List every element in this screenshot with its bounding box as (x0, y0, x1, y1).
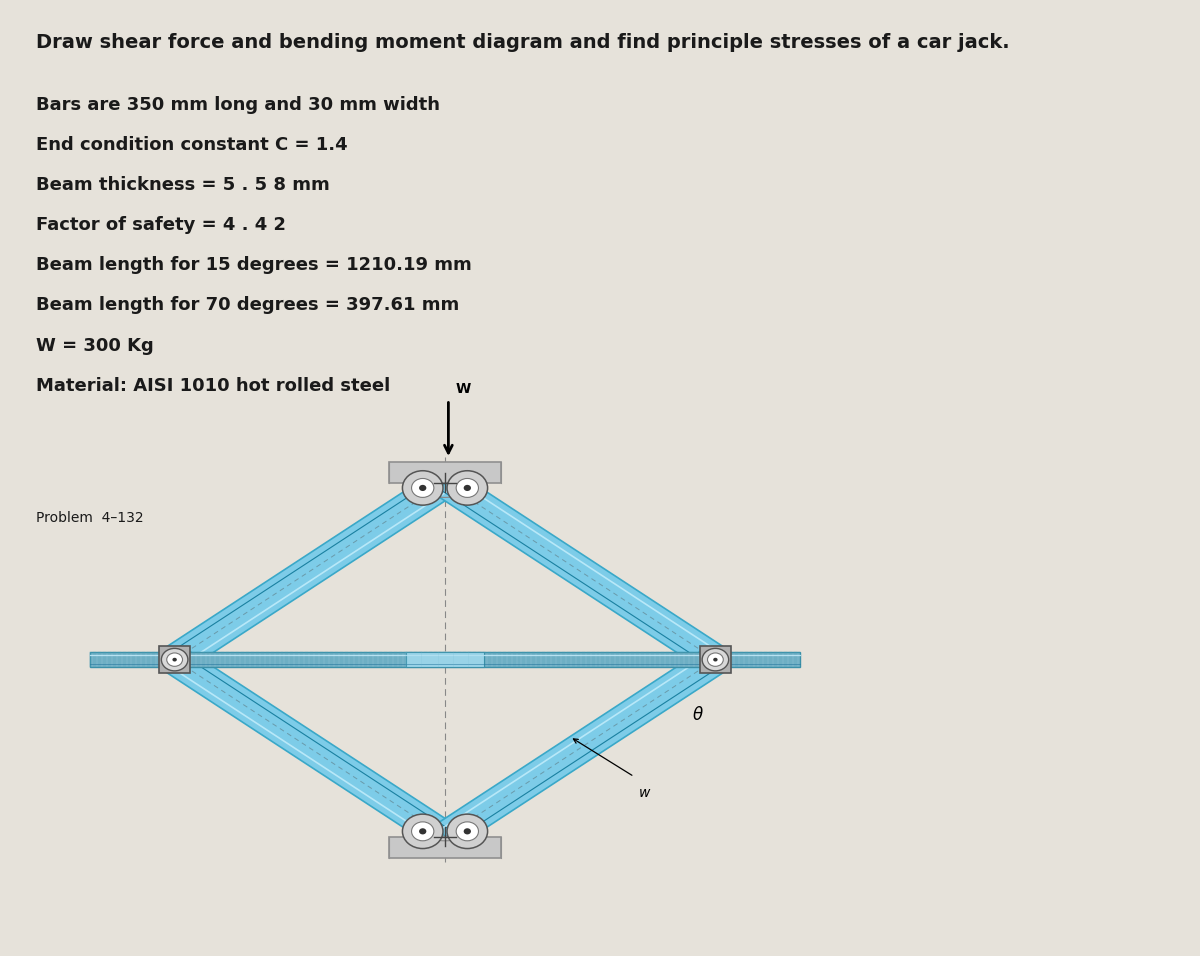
Text: Draw shear force and bending moment diagram and find principle stresses of a car: Draw shear force and bending moment diag… (36, 33, 1009, 53)
Text: Beam length for 70 degrees = 397.61 mm: Beam length for 70 degrees = 397.61 mm (36, 296, 460, 315)
Text: θ: θ (692, 706, 703, 724)
Circle shape (167, 653, 182, 666)
Text: Bars are 350 mm long and 30 mm width: Bars are 350 mm long and 30 mm width (36, 96, 440, 114)
Circle shape (412, 479, 434, 497)
Circle shape (402, 815, 443, 849)
Circle shape (463, 485, 470, 491)
Circle shape (448, 815, 487, 849)
Polygon shape (164, 648, 455, 848)
Text: End condition constant C = 1.4: End condition constant C = 1.4 (36, 136, 348, 154)
Circle shape (456, 479, 479, 497)
Circle shape (448, 470, 487, 505)
Polygon shape (434, 471, 726, 671)
Circle shape (702, 648, 728, 671)
Text: Beam length for 15 degrees = 1210.19 mm: Beam length for 15 degrees = 1210.19 mm (36, 256, 472, 274)
Text: W: W (455, 381, 470, 396)
Circle shape (173, 658, 176, 662)
Text: Factor of safety = 4 . 4 2: Factor of safety = 4 . 4 2 (36, 216, 286, 234)
Circle shape (708, 653, 724, 666)
Text: Material: AISI 1010 hot rolled steel: Material: AISI 1010 hot rolled steel (36, 377, 390, 395)
Circle shape (713, 658, 718, 662)
Polygon shape (164, 471, 455, 671)
Bar (158, 646, 191, 673)
Circle shape (402, 470, 443, 505)
Bar (90, 652, 800, 667)
Bar (406, 652, 485, 667)
Circle shape (419, 485, 426, 491)
Text: Problem  4–132: Problem 4–132 (36, 511, 144, 526)
Bar (389, 836, 502, 858)
Circle shape (412, 822, 434, 841)
Circle shape (463, 828, 470, 835)
Text: W = 300 Kg: W = 300 Kg (36, 337, 154, 355)
Polygon shape (434, 648, 726, 848)
Circle shape (419, 828, 426, 835)
Text: Beam thickness = 5 . 5 8 mm: Beam thickness = 5 . 5 8 mm (36, 176, 330, 194)
Circle shape (456, 822, 479, 841)
Text: w: w (638, 786, 650, 800)
Circle shape (161, 648, 188, 671)
Bar (389, 462, 502, 483)
Bar (700, 646, 731, 673)
